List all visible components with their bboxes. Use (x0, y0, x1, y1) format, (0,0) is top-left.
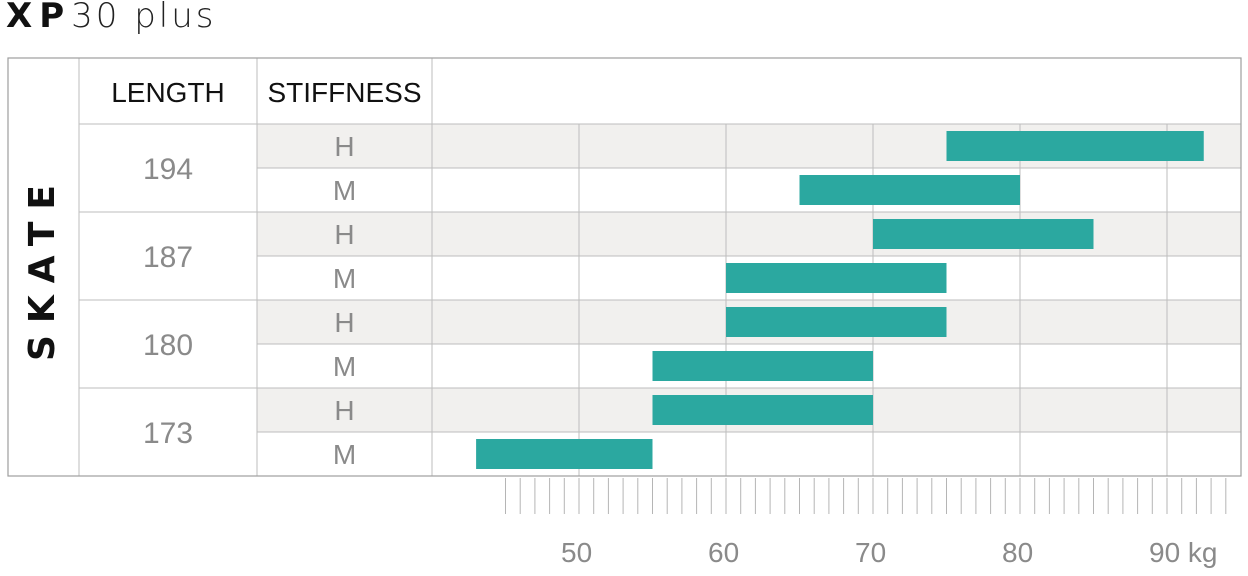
stiffness-label: M (333, 351, 356, 382)
tick-label: 80 (1002, 537, 1033, 568)
stiffness-label: M (333, 263, 356, 294)
chart-title: XP30 plus (6, 0, 217, 40)
tick-label: 70 (855, 537, 886, 568)
range-bar (946, 131, 1204, 161)
header-stiffness: STIFFNESS (267, 77, 421, 108)
range-bar (726, 263, 947, 293)
table-border (7, 57, 1242, 477)
stiffness-label: H (334, 219, 354, 250)
range-bar (799, 175, 1020, 205)
tick-label: 60 (708, 537, 739, 568)
stiffness-label: H (334, 395, 354, 426)
length-label: 194 (143, 153, 193, 186)
length-label: 173 (143, 417, 193, 450)
stiffness-label: H (334, 307, 354, 338)
title-bold: XP (6, 0, 72, 36)
range-bar (873, 219, 1094, 249)
range-bar (476, 439, 653, 469)
range-bar (726, 307, 947, 337)
stiffness-label: H (334, 131, 354, 162)
tick-label: 90 kg (1149, 537, 1218, 568)
length-label: 187 (143, 241, 193, 274)
tick-label: 50 (561, 537, 592, 568)
header-length: LENGTH (111, 77, 225, 108)
range-bar (652, 395, 873, 425)
side-label: SKATE (22, 173, 63, 361)
stiffness-label: M (333, 175, 356, 206)
title-light: 30 plus (71, 0, 217, 36)
length-label: 180 (143, 329, 193, 362)
range-bar (652, 351, 873, 381)
stiffness-label: M (333, 439, 356, 470)
